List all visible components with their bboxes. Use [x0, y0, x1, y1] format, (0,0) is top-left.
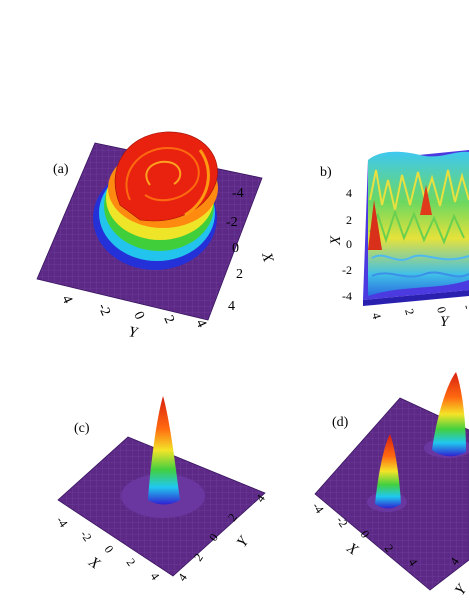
panel-b-x-tick: 2	[346, 213, 352, 227]
panel-a-x-tick: -4	[232, 186, 244, 201]
panel-c-x-tick: 0	[102, 543, 117, 556]
panel-c-x-tick: -2	[78, 528, 95, 544]
panel-c-x-tick: 4	[148, 570, 163, 583]
panel-a-x-tick: 0	[232, 241, 239, 256]
panel-a-swirl-1	[125, 146, 200, 202]
panel-c-peak	[148, 396, 180, 505]
panel-b-ridges-4	[371, 271, 469, 278]
panel-b-y-tick: 2	[402, 307, 417, 316]
panel-a-x-tick: 2	[236, 267, 243, 282]
panel-a-y-tick: 0	[130, 309, 147, 322]
panel-b-x-axis: 4 2 0 -2 -4 X	[328, 186, 352, 303]
panel-a-y-tick: -2	[94, 301, 113, 318]
panel-b-ridges-1	[369, 169, 469, 211]
panel-a-swirl-2	[145, 160, 182, 186]
panel-a-label: (a)	[53, 162, 69, 177]
panel-d-label: (d)	[332, 415, 349, 430]
panel-a-dome	[114, 131, 218, 222]
panel-a-y-axis-label: Y	[127, 324, 140, 341]
panel-c-x-axis-label: X	[85, 554, 103, 573]
panel-b-ridges-3	[371, 254, 469, 261]
panel-c-y-axis-label: Y	[234, 533, 253, 550]
panel-c-x-tick: 2	[124, 556, 139, 569]
panel-b-x-tick: 4	[346, 186, 352, 200]
panel-a-y-tick: 4	[192, 317, 209, 330]
panel-a-y-tick: 2	[160, 313, 177, 326]
panel-b-y-tick: -	[460, 303, 469, 310]
panel-b: b) 4 2 0 -2 -4 X 4 2 0 - Y	[320, 150, 469, 330]
panel-b-label: b)	[320, 165, 332, 180]
panel-b-x-tick: -2	[342, 263, 352, 277]
panel-c-x-tick: -4	[54, 514, 71, 530]
panel-a-y-tick: 4	[58, 293, 75, 306]
panel-d-x-axis-label: X	[343, 540, 361, 559]
panel-a: (a) -4 -2 0 2 4 X 4 -2 0 2 4 Y	[36, 131, 276, 342]
panel-a-x-axis-label: X	[258, 250, 276, 265]
panel-b-y-axis: 4 2 0 - Y	[369, 303, 469, 330]
panel-a-x-tick: -2	[226, 215, 238, 230]
panel-d: (d) -4 -2 0 2 4 X 4 Y	[310, 372, 469, 598]
panel-c: (c) -4 -2 0 2 4 X 4 2 0 2 4 Y	[54, 396, 268, 584]
panel-c-label: (c)	[74, 421, 90, 436]
panel-b-x-axis-label: X	[328, 235, 344, 246]
panel-b-red-peak	[420, 185, 432, 215]
panel-b-y-axis-label: Y	[440, 314, 450, 330]
panel-b-x-tick: 0	[346, 237, 352, 251]
panel-a-swirl-3	[184, 149, 210, 217]
panel-b-ridges-2	[369, 208, 465, 245]
panel-b-y-tick: 4	[369, 311, 384, 320]
panel-b-front-edge	[363, 290, 469, 306]
panel-d-peak-1	[375, 434, 401, 509]
panel-b-x-tick: -4	[342, 289, 352, 303]
panel-a-x-tick: 4	[228, 299, 235, 314]
panel-d-peak-2	[432, 372, 466, 457]
panel-b-red-peak	[368, 200, 382, 250]
panel-d-y-axis-label: Y	[452, 581, 469, 598]
panel-b-y-tick: 0	[434, 305, 449, 314]
panel-c-y-tick: 4	[175, 571, 190, 584]
